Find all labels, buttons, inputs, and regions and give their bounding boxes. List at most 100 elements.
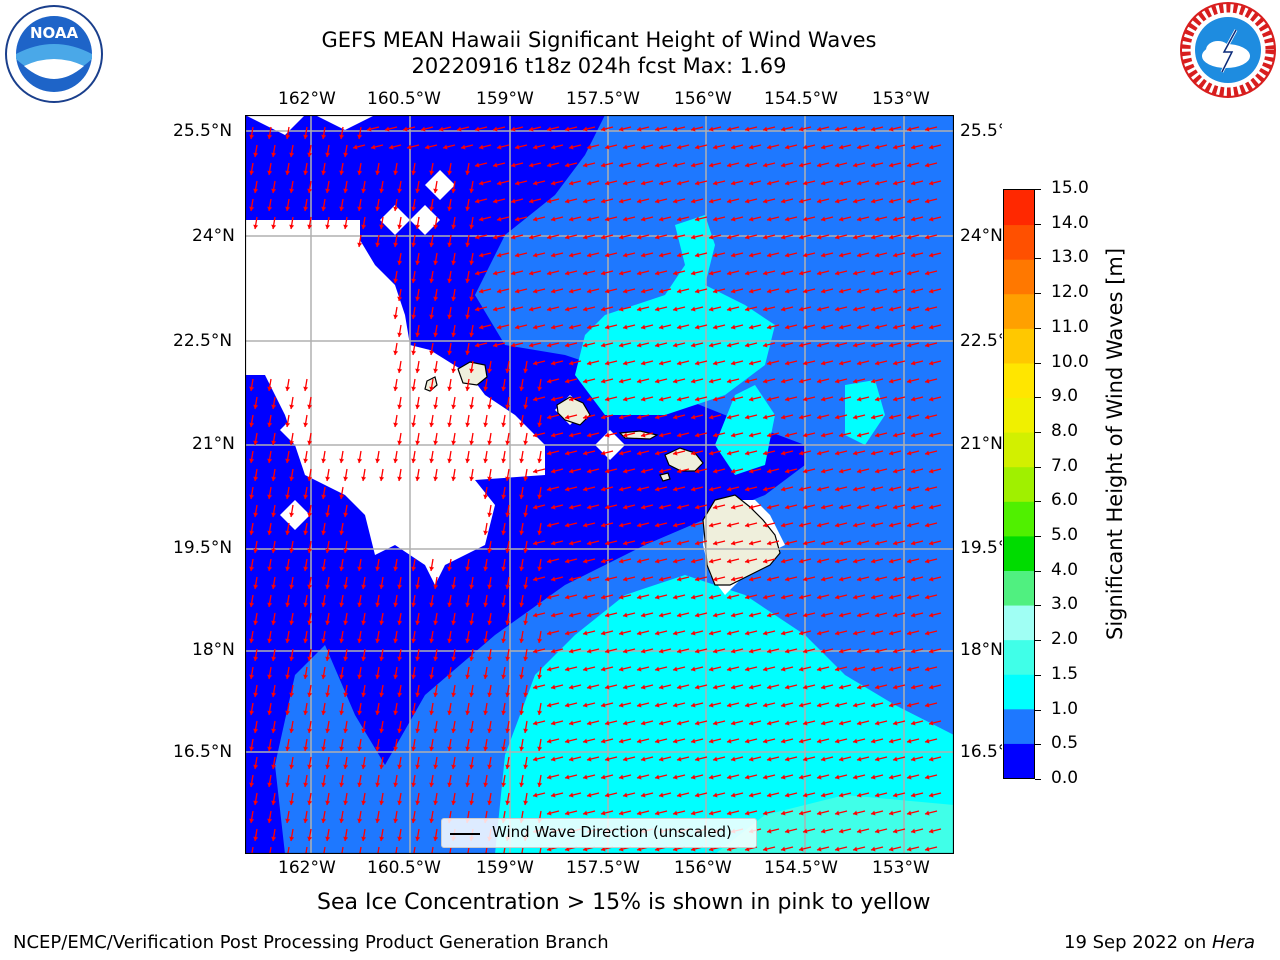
wind-wave-arrow-head	[727, 810, 732, 816]
wind-wave-arrow-head	[505, 512, 511, 517]
wind-wave-arrow-head	[465, 314, 471, 319]
wind-wave-arrow-head	[637, 666, 642, 672]
wind-wave-arrow-head	[619, 702, 624, 708]
wind-wave-arrow-head	[551, 756, 556, 762]
wind-wave-arrow-head	[483, 746, 489, 751]
wind-wave-arrow-head	[889, 630, 894, 636]
wind-wave-arrow-head	[853, 846, 858, 852]
lat-tick-left: 25.5°N	[173, 121, 233, 141]
wind-wave-arrow-head	[731, 504, 736, 510]
wind-wave-arrow-head	[551, 396, 556, 402]
wind-wave-arrow-head	[605, 684, 610, 690]
wind-wave-arrow-head	[497, 180, 502, 186]
wind-wave-arrow-head	[267, 818, 273, 823]
wind-wave-arrow-head	[871, 270, 876, 276]
colorbar-tick-label: 13.0	[1051, 247, 1089, 268]
wind-wave-arrow-head	[673, 558, 678, 564]
wind-wave-arrow-head	[727, 378, 732, 384]
wind-wave-arrow-head	[487, 404, 493, 409]
wind-wave-arrow-head	[565, 198, 570, 204]
wind-wave-arrow-head	[839, 792, 844, 798]
wind-wave-arrow-head	[601, 234, 606, 240]
wind-wave-arrow-head	[469, 404, 475, 409]
wind-wave-arrow-head	[893, 396, 898, 402]
wind-wave-arrow-head	[397, 800, 403, 805]
wind-wave-arrow-head	[569, 540, 574, 546]
wind-wave-arrow-head	[379, 728, 385, 733]
wind-wave-arrow-head	[875, 504, 880, 510]
wind-wave-arrow-head	[641, 756, 646, 762]
wind-wave-arrow-head	[857, 540, 862, 546]
wind-wave-arrow-head	[763, 738, 768, 744]
wind-wave-arrow-head	[659, 612, 664, 618]
wind-wave-arrow-head	[447, 458, 453, 463]
wind-wave-arrow-head	[817, 126, 822, 132]
wind-wave-arrow-head	[875, 792, 880, 798]
wind-wave-arrow-head	[889, 198, 894, 204]
wind-wave-arrow-head	[415, 224, 421, 229]
wind-wave-arrow-head	[551, 540, 556, 546]
wind-wave-arrow-head	[533, 720, 538, 726]
wind-wave-arrow-head	[361, 836, 367, 841]
wind-wave-arrow-head	[763, 702, 768, 708]
wind-wave-arrow-head	[583, 234, 588, 240]
wind-wave-arrow-head	[727, 450, 732, 456]
wind-wave-arrow-head	[925, 666, 930, 672]
wind-wave-arrow-head	[469, 368, 475, 373]
wind-wave-arrow-head	[853, 378, 858, 384]
wind-wave-arrow-head	[749, 468, 754, 474]
wind-wave-arrow-head	[623, 684, 628, 690]
wind-wave-arrow-head	[505, 620, 511, 625]
wind-wave-arrow-head	[511, 198, 516, 204]
wind-wave-arrow-head	[375, 638, 381, 643]
wind-wave-arrow-head	[523, 512, 529, 517]
wind-wave-arrow-head	[785, 792, 790, 798]
wind-wave-arrow-head	[875, 360, 880, 366]
wind-wave-arrow-head	[875, 432, 880, 438]
wind-wave-arrow-head	[803, 828, 808, 834]
wind-wave-arrow-head	[857, 828, 862, 834]
wind-wave-arrow-head	[253, 224, 259, 229]
wind-wave-arrow-head	[289, 224, 295, 229]
wind-wave-arrow-head	[515, 180, 520, 186]
wind-wave-arrow-head	[433, 188, 439, 193]
wind-wave-arrow-head	[483, 674, 489, 679]
wind-wave-arrow-head	[493, 270, 498, 276]
wind-wave-arrow-head	[267, 530, 273, 535]
wind-wave-arrow-head	[695, 396, 700, 402]
colorbar-tick-label: 11.0	[1051, 316, 1089, 337]
wind-wave-arrow-head	[569, 576, 574, 582]
wind-wave-arrow-head	[929, 684, 934, 690]
wind-wave-arrow-head	[501, 746, 507, 751]
wind-wave-arrow-head	[339, 530, 345, 535]
wind-wave-arrow-head	[695, 540, 700, 546]
wind-wave-arrow-head	[569, 144, 574, 150]
wind-wave-arrow-head	[501, 674, 507, 679]
wind-wave-arrow-head	[835, 594, 840, 600]
wind-wave-arrow-head	[601, 738, 606, 744]
wind-wave-arrow-head	[433, 260, 439, 265]
wind-wave-arrow-head	[249, 206, 255, 211]
wind-wave-arrow-head	[519, 386, 525, 391]
colorbar-segment	[1004, 674, 1034, 710]
wind-wave-arrow-head	[857, 468, 862, 474]
wind-wave-arrow-head	[451, 188, 457, 193]
wind-wave-arrow-head	[511, 126, 516, 132]
wind-wave-arrow-head	[799, 162, 804, 168]
wind-wave-arrow-head	[875, 468, 880, 474]
wind-wave-arrow-head	[253, 764, 259, 769]
wind-wave-arrow-head	[889, 558, 894, 564]
wind-wave-arrow-head	[817, 846, 822, 852]
wind-wave-arrow-head	[641, 504, 646, 510]
wind-wave-arrow-head	[415, 692, 421, 697]
wind-wave-arrow-head	[497, 144, 502, 150]
colorbar-segment	[1004, 328, 1034, 364]
wind-wave-arrow-head	[519, 530, 525, 535]
wind-wave-arrow-head	[375, 602, 381, 607]
wind-wave-arrow-head	[303, 494, 309, 499]
wave-band-1.5-2.0	[715, 795, 954, 854]
wind-wave-arrow-head	[569, 396, 574, 402]
wind-wave-arrow-head	[803, 396, 808, 402]
wind-wave-arrow-head	[307, 800, 313, 805]
wind-wave-arrow-head	[893, 828, 898, 834]
